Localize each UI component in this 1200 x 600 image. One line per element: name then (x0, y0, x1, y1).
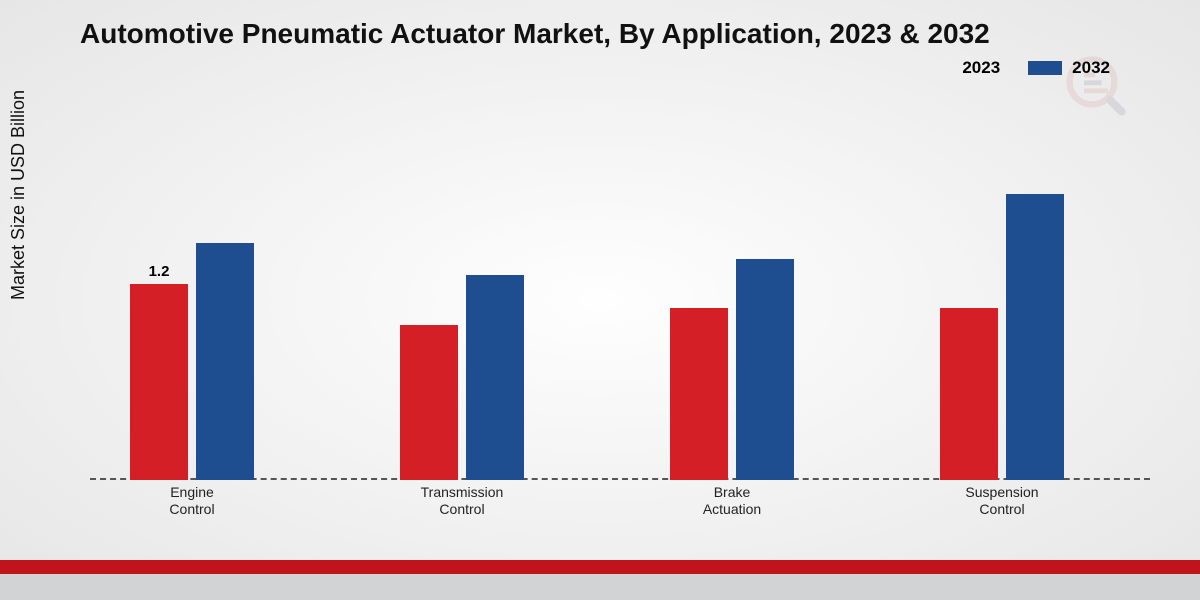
legend: 2023 2032 (918, 58, 1110, 78)
bar-group (670, 259, 794, 480)
y-axis-label: Market Size in USD Billion (8, 90, 29, 300)
bar (736, 259, 794, 480)
bar (400, 325, 458, 480)
x-tick-label: Engine Control (132, 484, 252, 518)
x-tick-label: Suspension Control (942, 484, 1062, 518)
bar (466, 275, 524, 480)
footer-red-strip (0, 560, 1200, 574)
footer-strips (0, 560, 1200, 600)
bar (196, 243, 254, 480)
legend-label: 2023 (962, 58, 1000, 78)
bar (1006, 194, 1064, 480)
footer-grey-strip (0, 574, 1200, 600)
plot-area: 1.2 (90, 120, 1150, 480)
chart-title: Automotive Pneumatic Actuator Market, By… (80, 18, 990, 50)
bar-group (400, 275, 524, 480)
x-tick-label: Transmission Control (402, 484, 522, 518)
bar (670, 308, 728, 480)
legend-label: 2032 (1072, 58, 1110, 78)
x-axis-labels: Engine Control Transmission Control Brake … (90, 482, 1150, 542)
bar-value-label: 1.2 (129, 263, 189, 280)
legend-item-2032: 2032 (1028, 58, 1110, 78)
legend-swatch-icon (1028, 61, 1062, 75)
bar (940, 308, 998, 480)
bar (130, 284, 188, 480)
x-tick-label: Brake Actuation (672, 484, 792, 518)
legend-item-2023: 2023 (918, 58, 1000, 78)
bar-group (940, 194, 1064, 480)
chart-canvas: Automotive Pneumatic Actuator Market, By… (0, 0, 1200, 600)
legend-swatch-icon (918, 61, 952, 75)
